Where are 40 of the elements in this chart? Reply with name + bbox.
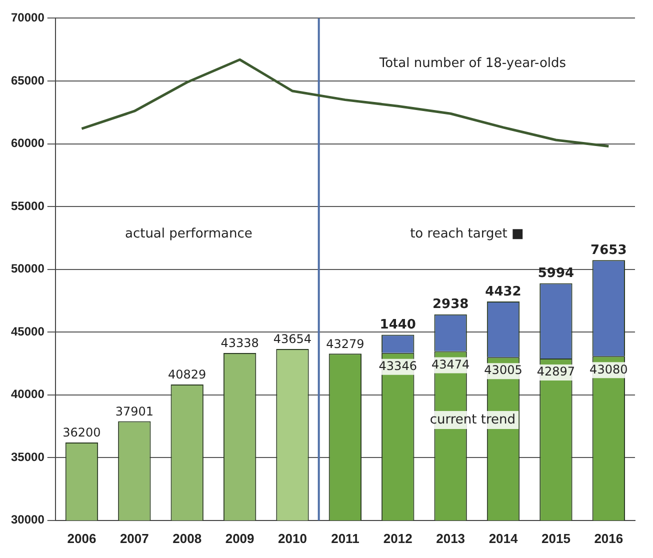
annotation: to reach target ■ [410, 226, 524, 242]
x-tick-label: 2012 [383, 530, 412, 546]
x-tick-label: 2007 [120, 530, 149, 546]
data-label: 43279 [326, 336, 364, 351]
annotation: Total number of 18-year-olds [378, 56, 566, 71]
data-label: 37901 [115, 404, 154, 418]
y-tick-label: 40000 [10, 387, 45, 402]
annotation: current trend [430, 412, 516, 428]
x-tick-label: 2015 [542, 530, 570, 546]
data-label: 43005 [484, 363, 522, 378]
x-tick-label: 2011 [331, 530, 360, 546]
data-label: 43338 [220, 336, 259, 350]
data-label: 40829 [168, 368, 206, 382]
x-tick-label: 2013 [436, 530, 466, 546]
y-tick-label: 30000 [10, 512, 45, 527]
y-tick-label: 35000 [10, 450, 45, 464]
data-label: 43654 [273, 332, 312, 346]
x-tick-label: 2008 [172, 530, 202, 546]
x-tick-label: 2016 [594, 530, 624, 546]
data-label: 4432 [485, 284, 522, 300]
data-label: 43474 [431, 357, 470, 372]
x-tick-label: 2010 [278, 530, 307, 546]
y-tick-label: 60000 [10, 136, 45, 150]
y-tick-label: 45000 [10, 324, 45, 338]
y-tick-label: 55000 [10, 198, 45, 213]
y-tick-label: 65000 [10, 73, 45, 88]
data-label: 5994 [538, 266, 574, 282]
y-tick-label: 50000 [10, 262, 45, 276]
annotation: actual performance [124, 226, 252, 242]
x-tick-label: 2006 [67, 530, 96, 546]
data-label: 43080 [590, 362, 628, 376]
data-label: 36200 [62, 426, 101, 440]
x-tick-label: 2014 [488, 530, 518, 546]
data-label: 42897 [536, 364, 576, 379]
data-label: 1440 [380, 318, 416, 333]
data-label: 7653 [590, 242, 627, 258]
data-label: 43346 [378, 358, 417, 373]
data-label: 2938 [432, 297, 469, 312]
y-tick-label: 70000 [10, 10, 45, 25]
x-tick-label: 2009 [225, 530, 254, 546]
